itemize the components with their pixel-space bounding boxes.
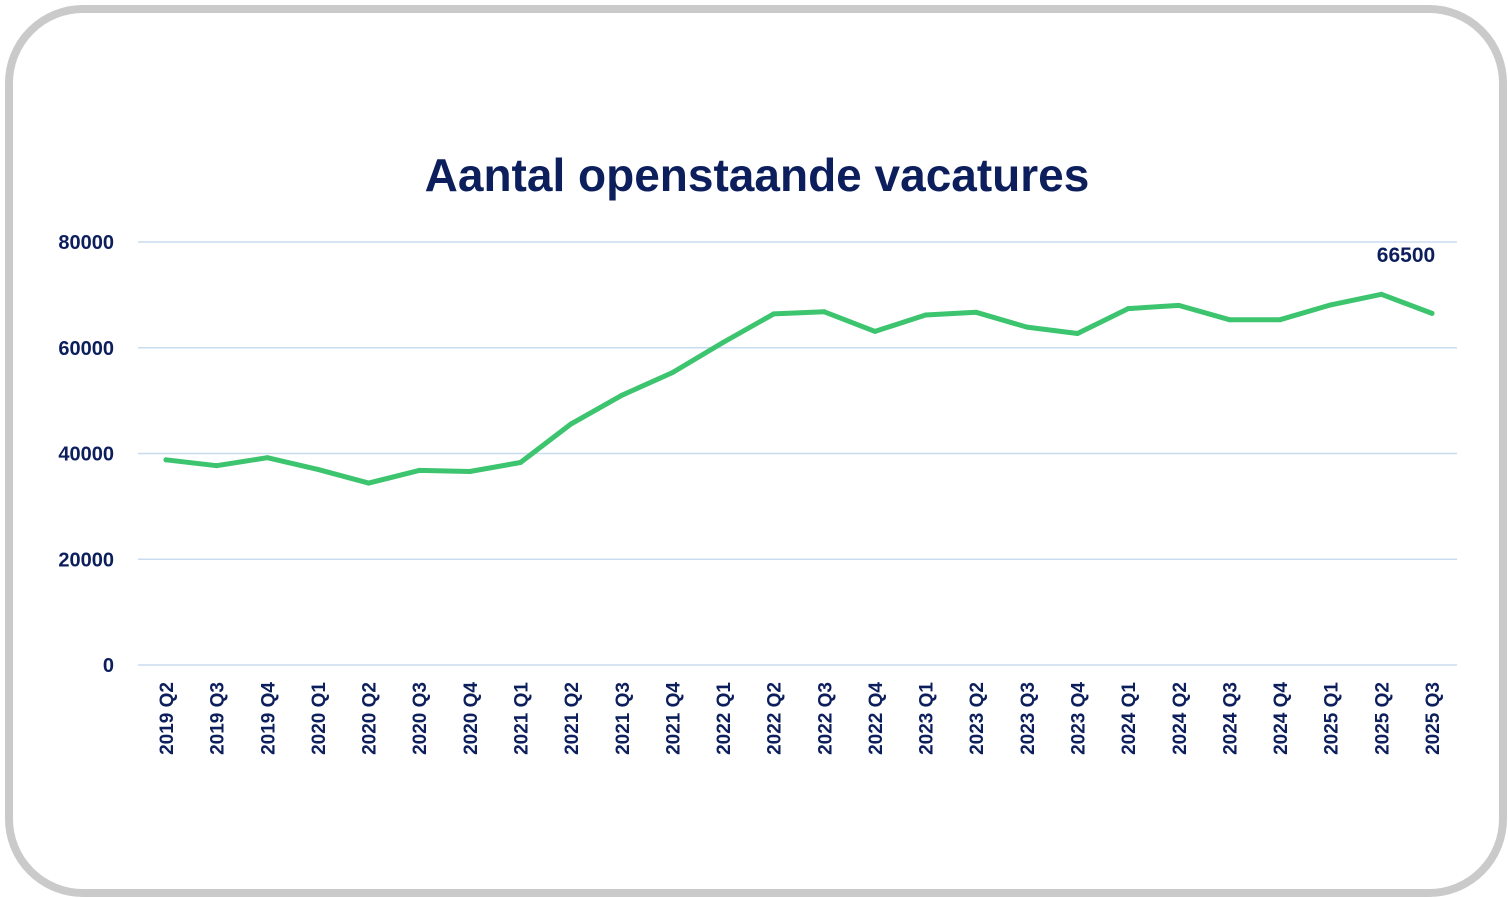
- x-tick-label: 2024 Q1: [1119, 682, 1140, 755]
- data-point: [619, 392, 625, 398]
- x-tick-label: 2023 Q2: [967, 682, 988, 755]
- x-tick-label: 2019 Q3: [208, 682, 229, 755]
- data-point: [568, 421, 574, 427]
- x-tick-label: 2020 Q2: [360, 682, 381, 755]
- data-point: [1024, 324, 1030, 330]
- data-point: [1328, 302, 1334, 308]
- x-tick-label: 2021 Q1: [511, 682, 532, 755]
- x-tick-label: 2022 Q2: [765, 682, 786, 755]
- data-point: [416, 467, 422, 473]
- data-point: [872, 328, 878, 334]
- data-point: [264, 455, 270, 461]
- y-tick-label: 20000: [58, 549, 114, 571]
- x-tick-label: 2023 Q4: [1069, 682, 1090, 755]
- data-point: [821, 309, 827, 315]
- x-tick-label: 2023 Q3: [1018, 682, 1039, 755]
- x-tick-label: 2022 Q1: [714, 682, 735, 755]
- x-tick-label: 2020 Q3: [410, 682, 431, 755]
- data-point: [214, 463, 220, 469]
- series-line: [163, 291, 1435, 486]
- x-tick-label: 2021 Q4: [663, 682, 684, 755]
- data-point: [1125, 306, 1131, 312]
- y-tick-label: 0: [103, 655, 114, 677]
- x-tick-label: 2025 Q2: [1372, 682, 1393, 755]
- x-tick-label: 2019 Q4: [258, 682, 279, 755]
- x-tick-label: 2020 Q4: [461, 682, 482, 755]
- data-point: [467, 468, 473, 474]
- chart-frame: [5, 5, 1507, 897]
- y-tick-label: 80000: [58, 232, 114, 254]
- x-tick-label: 2024 Q4: [1271, 682, 1292, 755]
- x-tick-label: 2024 Q3: [1220, 682, 1241, 755]
- data-point: [923, 312, 929, 318]
- x-tick-label: 2022 Q4: [866, 682, 887, 755]
- data-point: [1226, 317, 1232, 323]
- x-axis-ticks: 2019 Q2 2019 Q3 2019 Q4 2020 Q1 2020 Q2 2020 …: [157, 682, 1444, 755]
- data-point: [771, 311, 777, 317]
- y-axis-ticks: 0 20000 40000 60000 80000: [58, 232, 114, 677]
- chart-title: Aantal openstaande vacatures: [424, 149, 1090, 201]
- data-point: [315, 466, 321, 472]
- x-tick-label: 2023 Q1: [917, 682, 938, 755]
- data-point: [1429, 310, 1435, 316]
- gridlines: [138, 241, 1457, 666]
- y-tick-label: 60000: [58, 338, 114, 360]
- y-tick-label: 40000: [58, 444, 114, 466]
- data-point: [366, 480, 372, 486]
- data-point: [1378, 291, 1384, 297]
- data-point: [1277, 317, 1283, 323]
- data-point: [669, 370, 675, 376]
- x-tick-label: 2021 Q2: [562, 682, 583, 755]
- x-tick-label: 2019 Q2: [157, 682, 178, 755]
- x-tick-label: 2021 Q3: [613, 682, 634, 755]
- series-group: [163, 291, 1435, 486]
- x-tick-label: 2022 Q3: [815, 682, 836, 755]
- x-tick-label: 2024 Q2: [1170, 682, 1191, 755]
- x-tick-label: 2025 Q3: [1423, 682, 1444, 755]
- data-label: 66500: [1377, 244, 1435, 267]
- data-point: [1176, 302, 1182, 308]
- data-labels: 66500: [1377, 244, 1435, 267]
- data-point: [163, 457, 169, 463]
- data-point: [973, 309, 979, 315]
- data-point: [1075, 330, 1081, 336]
- data-point: [517, 459, 523, 465]
- x-tick-label: 2020 Q1: [309, 682, 330, 755]
- data-point: [720, 339, 726, 345]
- x-tick-label: 2025 Q1: [1322, 682, 1343, 755]
